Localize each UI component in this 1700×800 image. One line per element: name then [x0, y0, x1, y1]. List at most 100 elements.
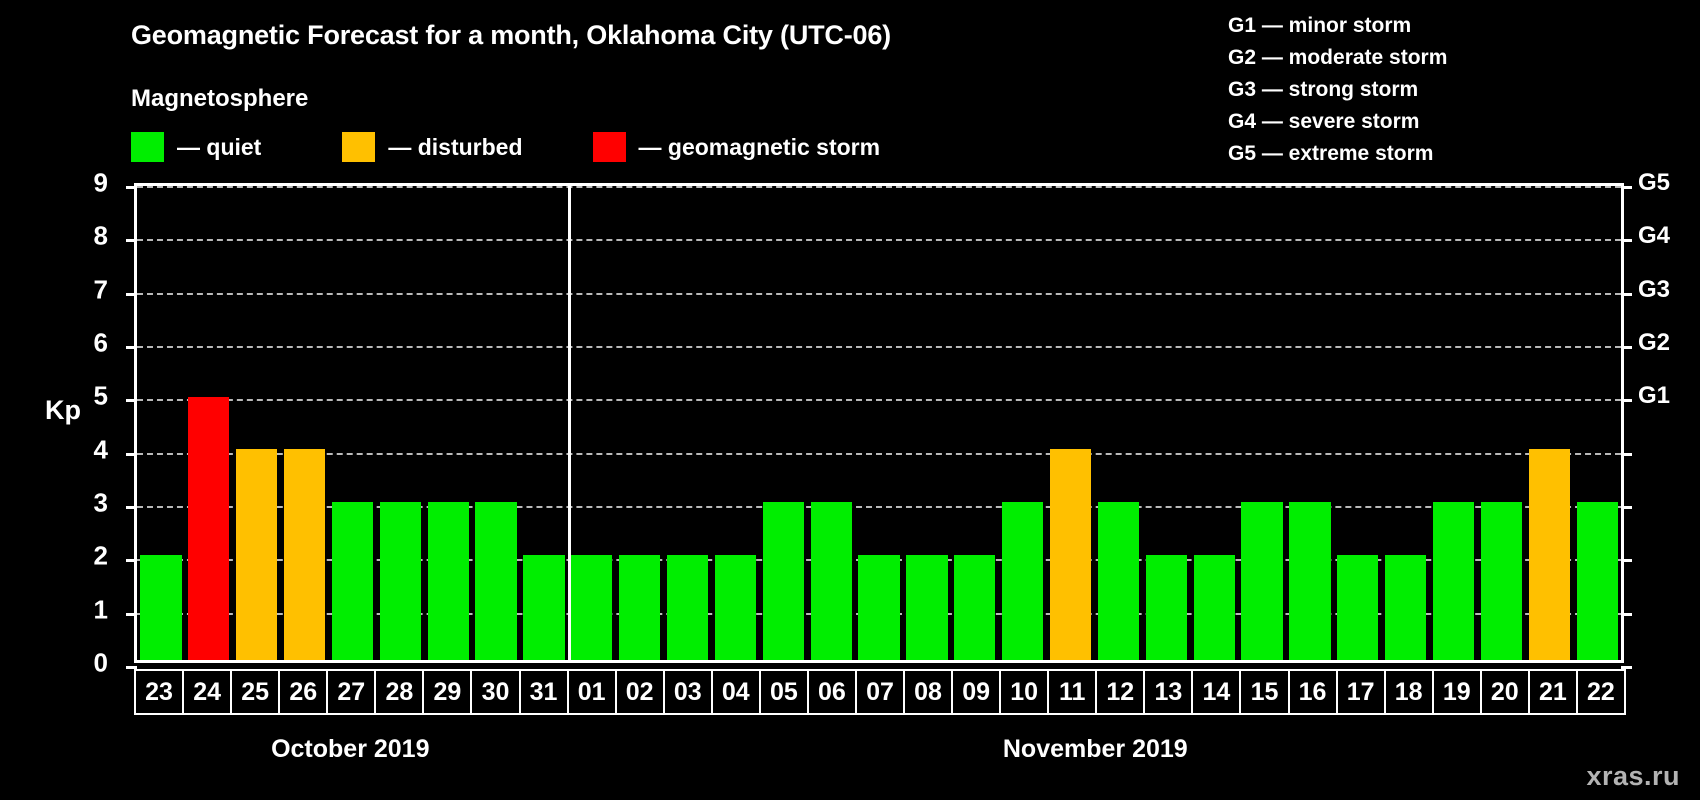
bar[interactable]	[954, 554, 996, 660]
bar[interactable]	[1289, 502, 1331, 660]
day-axis: 23 24 25 26 27 28 29 30 31 01 02 03 04 05 06 07 08 09 10 11…	[134, 669, 1626, 715]
day-axis-cell: 27	[326, 669, 377, 715]
day-axis-cell: 20	[1479, 669, 1530, 715]
month-label: October 2019	[271, 735, 430, 763]
bar-slot	[1430, 186, 1478, 660]
g-axis-tick	[1621, 292, 1632, 296]
bar-slot	[233, 186, 281, 660]
y-axis-tick-label: 8	[93, 220, 108, 251]
y-axis-tick-label: 4	[93, 434, 108, 465]
bar[interactable]	[1528, 449, 1570, 660]
g-axis-tick-label: G2	[1638, 329, 1671, 356]
bar[interactable]	[1385, 554, 1427, 660]
bar-slot	[568, 186, 616, 660]
bar[interactable]	[1576, 502, 1618, 660]
bar-slot	[616, 186, 664, 660]
g-axis-tick	[1621, 452, 1632, 456]
y-axis-title: Kp	[45, 395, 81, 425]
bar[interactable]	[1097, 502, 1140, 660]
bar-slot	[1334, 186, 1382, 660]
bar-slot	[951, 186, 999, 660]
g-scale-legend: G1 — minor storm G2 — moderate storm G3 …	[1228, 10, 1447, 170]
bar[interactable]	[140, 554, 182, 660]
bar-slot	[999, 186, 1047, 660]
day-axis-cell: 24	[182, 669, 233, 715]
gridline	[137, 346, 1621, 348]
legend-swatch-storm-icon	[592, 132, 626, 162]
day-axis-cell: 10	[999, 669, 1050, 715]
y-axis-tick	[126, 666, 137, 669]
y-axis-tick-label: 5	[93, 380, 108, 411]
g-scale-item-g3: G3 — strong storm	[1228, 78, 1419, 101]
bar[interactable]	[1049, 449, 1092, 660]
bar[interactable]	[379, 502, 421, 660]
bar[interactable]	[762, 502, 804, 660]
day-axis-cell: 23	[134, 669, 185, 715]
bar[interactable]	[810, 502, 852, 660]
day-axis-cell: 06	[806, 669, 857, 715]
legend-item-disturbed: — disturbed	[342, 132, 523, 162]
bar-slot	[1095, 186, 1143, 660]
bar-slot	[1238, 186, 1286, 660]
day-axis-cell: 13	[1143, 669, 1194, 715]
bar-slot	[1190, 186, 1238, 660]
bar[interactable]	[1145, 554, 1187, 660]
bar[interactable]	[571, 554, 613, 660]
day-axis-cell: 30	[470, 669, 521, 715]
g-axis-tick-label: G5	[1638, 169, 1671, 196]
bar-slot	[759, 186, 807, 660]
y-axis-tick-label: 0	[93, 647, 108, 678]
bar[interactable]	[906, 554, 948, 660]
g-axis-tick-label: G4	[1638, 222, 1671, 250]
bar[interactable]	[1337, 554, 1379, 660]
bar[interactable]	[331, 502, 374, 660]
bar[interactable]	[427, 502, 469, 660]
month-label: November 2019	[1002, 735, 1188, 763]
g-axis-tick-label: G3	[1638, 275, 1671, 303]
day-axis-cell: 25	[230, 669, 281, 715]
bar[interactable]	[188, 396, 230, 660]
day-axis-cell: 05	[758, 669, 809, 715]
g-axis-tick	[1621, 239, 1632, 243]
y-axis-tick-label: 6	[93, 327, 108, 358]
bar-slot	[185, 186, 233, 660]
bar-slot	[664, 186, 712, 660]
y-axis-tick-label: 2	[93, 540, 108, 571]
bar[interactable]	[236, 449, 278, 660]
page-title: Geomagnetic Forecast for a month, Oklaho…	[131, 20, 891, 50]
bar[interactable]	[666, 554, 709, 660]
bar[interactable]	[1193, 554, 1235, 660]
bar[interactable]	[619, 554, 661, 660]
y-axis-tick	[126, 452, 137, 456]
bar[interactable]	[475, 502, 517, 660]
bar[interactable]	[283, 449, 326, 660]
g-scale-item-g5: G5 — extreme storm	[1228, 142, 1434, 165]
bar-slot	[1286, 186, 1334, 660]
plot-area	[126, 183, 1632, 669]
day-axis-cell: 28	[374, 669, 425, 715]
legend-item-storm: — geomagnetic storm	[592, 132, 880, 162]
bar-slot	[1478, 186, 1526, 660]
bar-slot	[137, 186, 185, 660]
bar[interactable]	[1002, 502, 1044, 660]
bar[interactable]	[1432, 502, 1475, 660]
day-axis-cell: 31	[518, 669, 569, 715]
bar-slot	[376, 186, 424, 660]
bar-slot	[424, 186, 472, 660]
bar-slot	[329, 186, 377, 660]
bar[interactable]	[1480, 502, 1523, 660]
day-axis-cell: 18	[1383, 669, 1434, 715]
bar-slot	[1142, 186, 1190, 660]
y-axis-tick-label: 1	[93, 594, 108, 625]
legend-swatch-quiet-icon	[131, 132, 164, 162]
day-axis-cell: 26	[278, 669, 329, 715]
bar[interactable]	[714, 554, 757, 660]
bar[interactable]	[1241, 502, 1283, 660]
y-axis-tick	[126, 612, 137, 616]
watermark: xras.ru	[1586, 761, 1680, 791]
bar[interactable]	[523, 554, 565, 660]
month-divider	[567, 186, 571, 660]
bar[interactable]	[858, 554, 900, 660]
bar-slot	[855, 186, 903, 660]
magnetosphere-label: Magnetosphere	[131, 85, 309, 112]
